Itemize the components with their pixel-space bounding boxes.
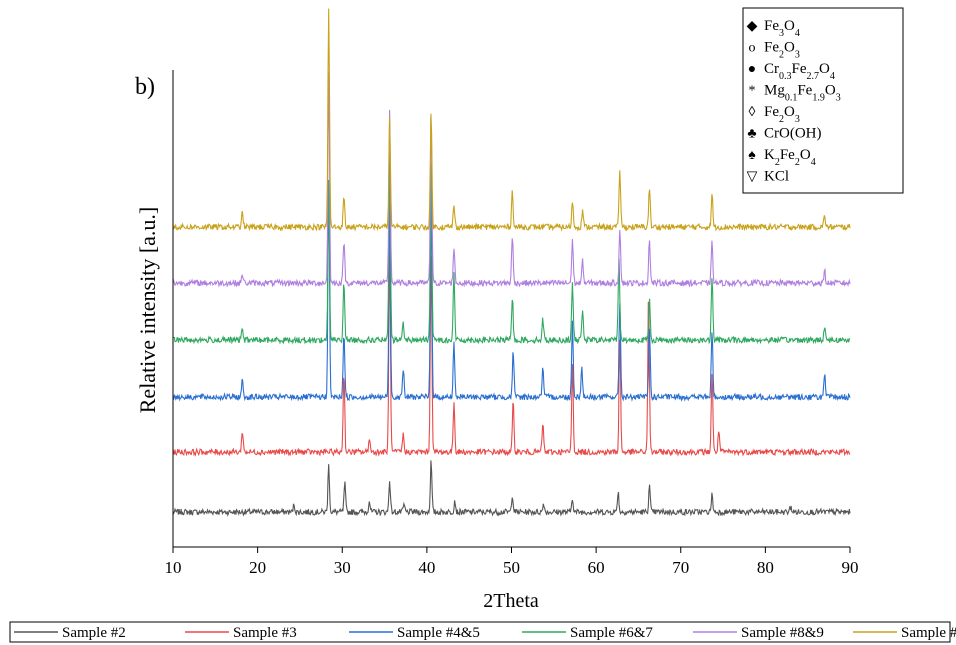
phase-symbol: ♠ (748, 148, 756, 163)
phase-symbol: * (749, 84, 756, 99)
phase-label: K2Fe2O4 (764, 147, 816, 168)
phase-label: Cr0.3Fe2.7O4 (764, 61, 835, 82)
phase-label: CrO(OH) (764, 126, 822, 142)
series-line (172, 8, 851, 232)
x-tick-label: 30 (334, 558, 351, 577)
phase-symbol: ◊ (749, 105, 756, 120)
phase-legend: ◆ Fe3O4 o Fe2O3 ● Cr0.3Fe2.7O4 * Mg0.1Fe1.9O3 ◊ F… (742, 7, 904, 194)
phase-symbol: ◆ (747, 19, 758, 34)
phase-label: Fe2O3 (764, 104, 800, 125)
phase-label: Fe2O3 (764, 40, 800, 61)
phase-legend-box (742, 7, 904, 194)
phase-symbol: o (749, 41, 756, 56)
legend-label: Sample #2 (62, 625, 126, 641)
series-line (172, 71, 851, 288)
legend-label: Sample #10 (901, 625, 956, 641)
series-line (172, 240, 851, 457)
x-tick-label: 20 (249, 558, 266, 577)
panel-label: b) (135, 74, 155, 100)
x-tick-label: 50 (503, 558, 520, 577)
series-legend-box (9, 621, 951, 643)
phase-label: KCl (764, 169, 789, 185)
x-tick-label: 80 (757, 558, 774, 577)
y-axis-label: Relative intensity [a.u.] (135, 207, 160, 414)
phase-symbol: ▽ (747, 170, 758, 185)
phase-symbol: ● (748, 62, 756, 77)
legend-label: Sample #4&5 (397, 625, 480, 641)
series-line (172, 151, 851, 345)
phase-symbol: ♣ (747, 127, 756, 142)
x-tick-label: 40 (418, 558, 435, 577)
x-tick-label: 10 (165, 558, 182, 577)
x-tick-label: 70 (672, 558, 689, 577)
legend-label: Sample #3 (233, 625, 297, 641)
x-ticks: 10 20 30 40 50 60 70 80 90 (165, 547, 859, 577)
phase-label: Mg0.1Fe1.9O3 (764, 83, 841, 104)
legend-label: Sample #6&7 (570, 625, 653, 641)
series-line (172, 179, 851, 403)
legend-label: Sample #8&9 (741, 625, 824, 641)
axes: 10 20 30 40 50 60 70 80 90 (165, 70, 859, 577)
x-tick-label: 90 (842, 558, 859, 577)
series-curves (172, 8, 851, 517)
series-line (172, 460, 851, 517)
x-axis-label: 2Theta (483, 590, 539, 612)
phase-label: Fe3O4 (764, 18, 800, 39)
x-tick-label: 60 (588, 558, 605, 577)
series-legend: Sample #2 Sample #3 Sample #4&5 Sample #6&7… (9, 621, 956, 643)
